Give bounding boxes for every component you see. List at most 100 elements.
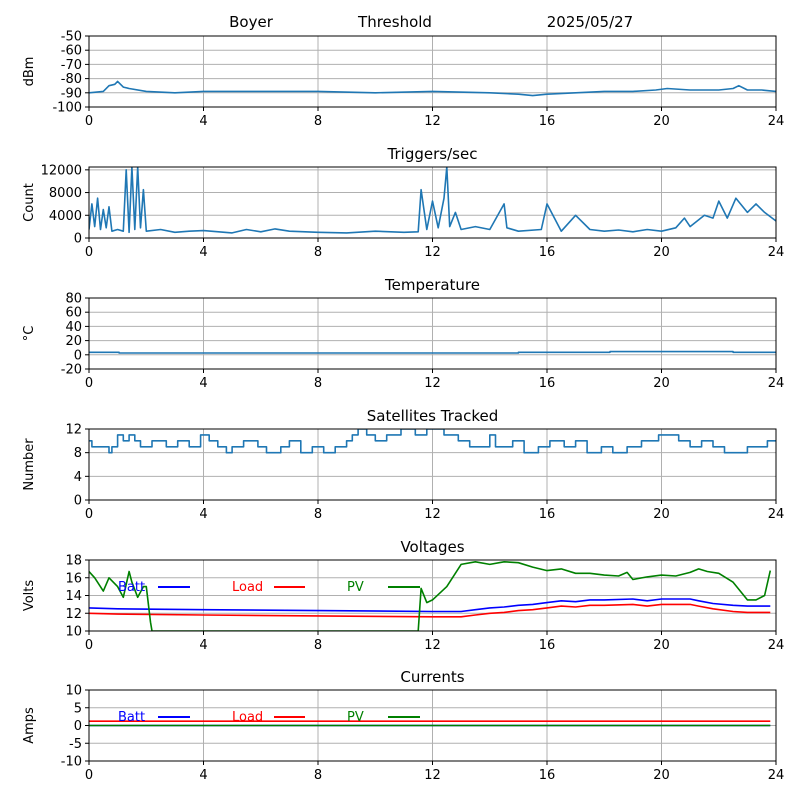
- y-tick-label: 20: [65, 334, 82, 349]
- y-tick-label: -100: [52, 101, 82, 116]
- y-tick-label: 5: [74, 701, 82, 716]
- x-tick-label: 0: [85, 507, 93, 522]
- x-tick-label: 8: [314, 638, 322, 653]
- panel-threshold: 0 4 8 12 16 20 24 -100-90-80-70-60-50 dBm: [22, 30, 784, 130]
- legend-label-pv: PV: [347, 580, 364, 595]
- y-tick-label: 18: [65, 554, 82, 569]
- x-tick-label: 24: [768, 114, 785, 129]
- y-tick-label: -50: [61, 30, 82, 45]
- y-tick-label: 0: [74, 494, 82, 509]
- panel-title: Temperature: [384, 276, 480, 294]
- x-tick-label: 16: [539, 376, 556, 391]
- y-tick-label: 14: [65, 589, 82, 604]
- legend-label-load: Load: [232, 580, 263, 595]
- panel-title: Triggers/sec: [387, 145, 478, 163]
- x-tick-label: 4: [199, 507, 207, 522]
- y-tick-label: 40: [65, 320, 82, 335]
- y-tick-label: -20: [61, 363, 82, 378]
- series-line-temperature: [89, 350, 776, 354]
- y-tick-label: 16: [65, 571, 82, 586]
- y-axis-label: °C: [22, 326, 37, 342]
- y-tick-label: 8000: [49, 186, 82, 201]
- y-tick-label: -60: [61, 44, 82, 59]
- y-tick-label: 12: [65, 423, 82, 438]
- x-tick-label: 20: [653, 376, 670, 391]
- panel-triggers: 0 4 8 12 16 20 24 0 4000 8000 12000 Triggers/sec Cou…: [22, 145, 784, 260]
- y-tick-label: 4000: [49, 209, 82, 224]
- y-tick-label: -90: [61, 86, 82, 101]
- panel-voltages: 0 4 8 12 16 20 24 10 12 14 16 18 Voltages Volts Batt Lo…: [22, 538, 784, 653]
- series-line-triggers: [89, 167, 776, 234]
- header-date: 2025/05/27: [547, 13, 633, 31]
- y-tick-label: -10: [61, 755, 82, 770]
- x-tick-label: 0: [85, 768, 93, 783]
- y-tick-label: -70: [61, 58, 82, 73]
- header-station: Boyer: [229, 13, 274, 31]
- y-tick-label: 0: [74, 348, 82, 363]
- panel-title: Currents: [400, 668, 464, 686]
- y-tick-label: 4: [74, 470, 82, 485]
- x-tick-label: 0: [85, 376, 93, 391]
- x-tick-label: 8: [314, 768, 322, 783]
- y-axis-label: Number: [22, 438, 37, 491]
- y-axis-label: Volts: [22, 580, 37, 612]
- panel-currents: 0 4 8 12 16 20 24 -10 -5 0 5 10 Currents Amps Batt Load…: [22, 668, 784, 783]
- x-tick-label: 24: [768, 507, 785, 522]
- legend-label-batt: Batt: [118, 710, 145, 725]
- x-tick-label: 24: [768, 768, 785, 783]
- y-tick-label: 0: [74, 232, 82, 247]
- y-tick-label: 10: [65, 625, 82, 640]
- x-tick-label: 12: [424, 376, 441, 391]
- series-line-satellites: [89, 429, 776, 454]
- y-axis-label: Amps: [22, 707, 37, 744]
- panel-title: Voltages: [400, 538, 464, 556]
- y-tick-label: 8: [74, 446, 82, 461]
- panel-satellites: 0 4 8 12 16 20 24 0 4 8 12 Satellites Tracked Number: [22, 407, 784, 522]
- x-tick-label: 20: [653, 114, 670, 129]
- x-tick-label: 12: [424, 245, 441, 260]
- x-tick-label: 12: [424, 114, 441, 129]
- x-tick-label: 0: [85, 114, 93, 129]
- x-tick-label: 20: [653, 638, 670, 653]
- x-tick-label: 8: [314, 245, 322, 260]
- y-axis-label: Count: [22, 183, 37, 222]
- x-tick-label: 12: [424, 507, 441, 522]
- x-tick-label: 16: [539, 638, 556, 653]
- legend-label-pv: PV: [347, 710, 364, 725]
- x-tick-label: 4: [199, 114, 207, 129]
- series-line-threshold: [89, 80, 776, 97]
- x-tick-label: 24: [768, 376, 785, 391]
- x-tick-label: 0: [85, 638, 93, 653]
- y-tick-label: -5: [69, 737, 82, 752]
- y-tick-label: 0: [74, 719, 82, 734]
- series-line-batt: [89, 598, 771, 613]
- y-tick-label: 12000: [41, 163, 82, 178]
- x-tick-label: 16: [539, 114, 556, 129]
- x-tick-label: 12: [424, 768, 441, 783]
- x-tick-label: 8: [314, 114, 322, 129]
- y-tick-label: -80: [61, 72, 82, 87]
- header-mode: Threshold: [357, 13, 432, 31]
- x-tick-label: 20: [653, 245, 670, 260]
- x-tick-label: 4: [199, 768, 207, 783]
- x-tick-label: 4: [199, 245, 207, 260]
- series-line-pv: [89, 560, 772, 631]
- x-tick-label: 8: [314, 376, 322, 391]
- series-line-load: [89, 603, 771, 618]
- x-tick-label: 24: [768, 638, 785, 653]
- x-tick-label: 12: [424, 638, 441, 653]
- x-tick-label: 20: [653, 507, 670, 522]
- x-tick-label: 0: [85, 245, 93, 260]
- x-tick-label: 8: [314, 507, 322, 522]
- y-tick-label: 60: [65, 306, 82, 321]
- panel-title: Satellites Tracked: [367, 407, 498, 425]
- y-tick-label: 12: [65, 607, 82, 622]
- legend-label-batt: Batt: [118, 580, 145, 595]
- x-tick-label: 24: [768, 245, 785, 260]
- x-tick-label: 16: [539, 768, 556, 783]
- x-tick-label: 20: [653, 768, 670, 783]
- y-tick-label: 80: [65, 292, 82, 307]
